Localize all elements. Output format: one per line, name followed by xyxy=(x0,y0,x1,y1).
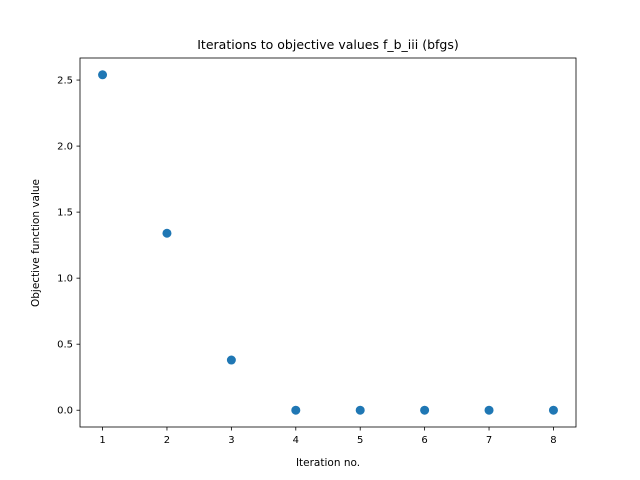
x-tick-label: 7 xyxy=(486,435,492,446)
plot-area: 1 2 3 4 5 6 7 8 0.0 0.5 1.0 1.5 2.0 2.5 xyxy=(57,57,577,446)
x-tick-label: 5 xyxy=(357,435,363,446)
x-axis-title: Iteration no. xyxy=(296,457,360,469)
y-tick-label: 1.0 xyxy=(57,274,73,285)
y-tick-label: 0.5 xyxy=(57,340,73,351)
data-point xyxy=(226,355,236,365)
data-point xyxy=(548,405,558,415)
y-tick-label: 2.0 xyxy=(57,142,73,153)
data-point xyxy=(420,405,430,415)
data-point xyxy=(291,405,301,415)
x-tick-label: 6 xyxy=(421,435,427,446)
x-tick-label: 3 xyxy=(228,435,234,446)
chart-title: Iterations to objective values f_b_iii (… xyxy=(197,37,458,52)
data-point xyxy=(484,405,494,415)
x-tick-label: 2 xyxy=(164,435,170,446)
data-point xyxy=(355,405,365,415)
x-tick-label: 1 xyxy=(99,435,105,446)
x-tick-label: 8 xyxy=(550,435,556,446)
y-tick-label: 1.5 xyxy=(57,208,73,219)
x-tick-label: 4 xyxy=(293,435,299,446)
y-tick-label: 2.5 xyxy=(57,76,73,87)
plot-frame xyxy=(79,57,577,428)
data-point xyxy=(98,70,108,80)
y-axis-title: Objective function value xyxy=(30,179,42,307)
y-tick-label: 0.0 xyxy=(57,406,73,417)
data-point xyxy=(162,228,172,238)
